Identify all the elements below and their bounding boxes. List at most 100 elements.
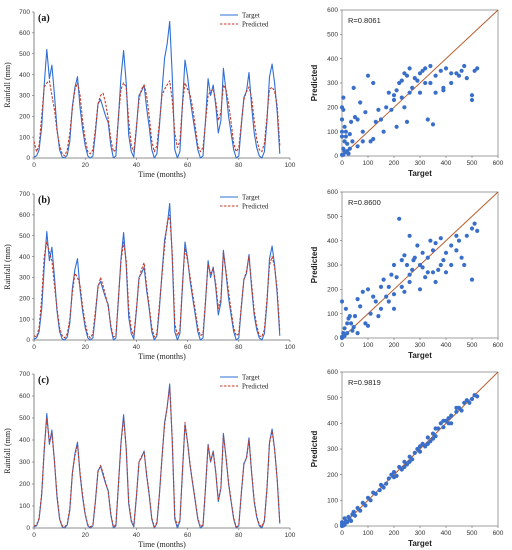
- x-tick-label: 600: [493, 530, 504, 537]
- scatter-point: [339, 335, 345, 341]
- panel-c-line-chart: 0 100 200 300 400 500 600 700 0 20 40 60 80 100 Time (…: [3, 371, 296, 549]
- scatter-point: [391, 93, 397, 98]
- scatter-point: [464, 233, 469, 238]
- y-tick-label: 600: [19, 30, 30, 37]
- scatter-point: [347, 146, 352, 151]
- x-tick-label: 20: [82, 532, 90, 539]
- series-line-predicted: [33, 386, 281, 528]
- scatter-point: [443, 66, 449, 71]
- x-axis-label: Time (months): [138, 352, 186, 361]
- scatter-point: [417, 71, 423, 76]
- scatter-point: [360, 139, 365, 144]
- scatter-point: [425, 270, 430, 275]
- scatter-point: [467, 400, 472, 405]
- scatter-point: [352, 513, 358, 518]
- x-tick-label: 300: [415, 342, 426, 349]
- panel-a-line-chart: 0 100 200 300 400 500 600 700 0 20 40 60 80 100 Time (…: [3, 9, 296, 179]
- scatter-point: [443, 250, 449, 255]
- x-tick-label: 40: [133, 162, 141, 169]
- x-tick-label: 500: [467, 160, 478, 167]
- scatter-point: [389, 107, 394, 112]
- scatter-point: [373, 299, 378, 304]
- scatter-point: [425, 435, 430, 440]
- scatter-point: [358, 508, 363, 513]
- scatter-point: [404, 119, 410, 124]
- scatter-point: [407, 279, 412, 285]
- scatter-point: [456, 238, 462, 243]
- scatter-point: [341, 95, 346, 100]
- correlation-annotation: R=0.8600: [348, 198, 381, 207]
- scatter-point: [371, 490, 376, 495]
- x-tick-label: 100: [363, 160, 374, 167]
- scatter-point: [441, 418, 446, 423]
- x-tick-label: 600: [493, 342, 504, 349]
- y-tick-label: 200: [19, 295, 30, 302]
- scatter-point: [399, 95, 404, 100]
- scatter-point: [433, 90, 438, 95]
- y-tick-label: 200: [19, 113, 30, 120]
- scatter-point: [378, 284, 384, 289]
- scatter-point: [425, 255, 430, 260]
- scatter-point: [459, 255, 464, 260]
- scatter-point: [469, 97, 475, 103]
- legend-label: Predicted: [242, 383, 269, 391]
- scatter-point: [402, 105, 407, 110]
- y-tick-label: 600: [327, 369, 338, 376]
- y-tick-label: 0: [26, 155, 30, 162]
- scatter-point: [402, 289, 407, 294]
- scatter-point: [391, 475, 397, 480]
- scatter-point: [449, 71, 454, 76]
- scatter-point: [339, 129, 345, 134]
- scatter-point: [464, 398, 469, 403]
- scatter-point: [339, 117, 345, 122]
- scatter-point: [454, 248, 459, 253]
- y-tick-label: 600: [327, 7, 338, 14]
- y-tick-label: 200: [327, 472, 338, 479]
- scatter-point: [433, 434, 438, 439]
- one-to-one-line: [341, 9, 499, 157]
- x-tick-label: 200: [389, 160, 400, 167]
- scatter-point: [402, 253, 407, 258]
- y-tick-label: 600: [19, 212, 30, 219]
- scatter-point: [438, 68, 443, 73]
- scatter-point: [391, 470, 397, 475]
- scatter-point: [475, 228, 480, 233]
- scatter-point: [384, 481, 389, 486]
- x-tick-label: 40: [133, 344, 141, 351]
- y-tick-label: 400: [19, 437, 30, 444]
- y-tick-label: 700: [19, 9, 30, 16]
- scatter-point: [386, 284, 391, 289]
- scatter-point: [402, 464, 407, 470]
- scatter-point: [438, 236, 443, 241]
- scatter-point: [394, 88, 399, 93]
- y-tick-label: 300: [19, 275, 30, 282]
- scatter-point: [407, 454, 412, 459]
- scatter-point: [410, 267, 415, 272]
- x-tick-label: 300: [415, 530, 426, 537]
- scatter-point: [378, 482, 384, 487]
- scatter-point: [404, 262, 410, 268]
- scatter-point: [412, 76, 417, 81]
- scatter-point: [417, 449, 423, 454]
- scatter-point: [389, 272, 394, 277]
- y-tick-label: 500: [19, 51, 30, 58]
- y-tick-label: 100: [19, 503, 30, 510]
- scatter-point: [386, 476, 391, 481]
- x-tick-label: 80: [235, 162, 243, 169]
- scatter-point: [441, 88, 446, 93]
- x-tick-label: 40: [133, 532, 141, 539]
- scatter-point: [381, 277, 386, 282]
- scatter-point: [428, 439, 433, 444]
- scatter-point: [425, 441, 430, 446]
- scatter-point: [399, 467, 404, 472]
- scatter-point: [428, 63, 433, 69]
- scatter-point: [349, 518, 354, 523]
- scatter-point: [343, 150, 348, 155]
- scatter-point: [342, 124, 347, 129]
- scatter-point: [420, 250, 425, 255]
- scatter-point: [433, 73, 438, 78]
- y-axis-label: Rainfall (mm): [3, 428, 12, 474]
- scatter-point: [415, 78, 420, 83]
- scatter-point: [355, 144, 360, 149]
- scatter-point: [430, 122, 436, 127]
